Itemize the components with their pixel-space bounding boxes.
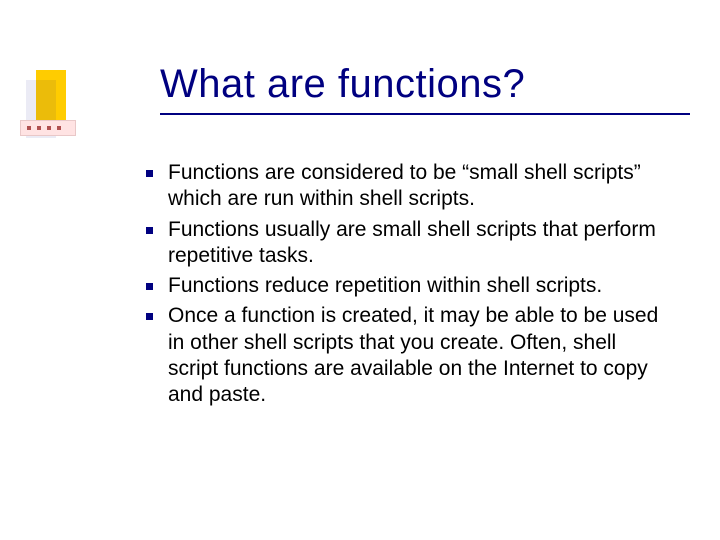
corner-decoration	[26, 70, 70, 144]
list-item: Functions usually are small shell script…	[140, 217, 670, 270]
bullet-text: Once a function is created, it may be ab…	[168, 304, 658, 406]
slide: What are functions? Functions are consid…	[0, 0, 720, 540]
decor-dot	[47, 126, 51, 130]
bullet-text: Functions reduce repetition within shell…	[168, 274, 602, 297]
square-bullet-icon	[146, 283, 153, 290]
square-bullet-icon	[146, 170, 153, 177]
bullet-list: Functions are considered to be “small sh…	[140, 160, 670, 408]
decor-dot	[37, 126, 41, 130]
list-item: Functions reduce repetition within shell…	[140, 273, 670, 299]
square-bullet-icon	[146, 227, 153, 234]
square-bullet-icon	[146, 313, 153, 320]
decor-dot	[27, 126, 31, 130]
bullet-text: Functions usually are small shell script…	[168, 218, 656, 267]
decor-dot	[57, 126, 61, 130]
decor-strip	[20, 120, 76, 136]
title-area: What are functions?	[160, 62, 690, 115]
bullet-text: Functions are considered to be “small sh…	[168, 161, 641, 210]
list-item: Functions are considered to be “small sh…	[140, 160, 670, 213]
body-area: Functions are considered to be “small sh…	[140, 160, 670, 412]
slide-title: What are functions?	[160, 62, 690, 107]
title-underline	[160, 113, 690, 115]
list-item: Once a function is created, it may be ab…	[140, 303, 670, 408]
